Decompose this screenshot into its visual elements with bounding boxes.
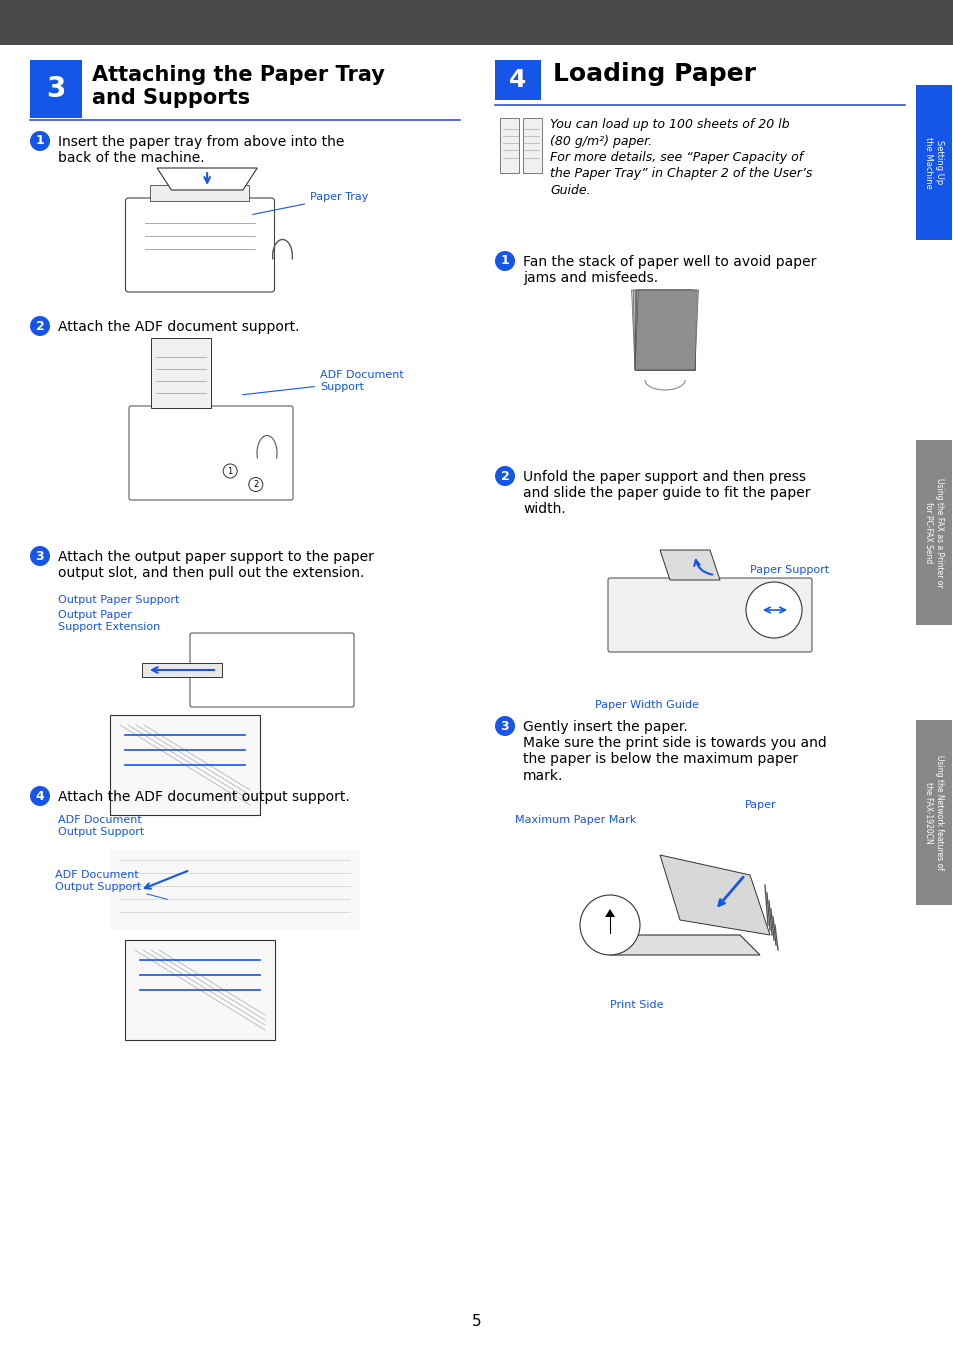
Bar <box>499 118 518 173</box>
Text: 5: 5 <box>472 1313 481 1328</box>
Polygon shape <box>142 663 222 677</box>
Bar <box>110 850 359 929</box>
Text: Paper Width Guide: Paper Width Guide <box>595 700 699 711</box>
Text: 1: 1 <box>35 135 45 147</box>
Polygon shape <box>635 290 698 370</box>
Text: Output Paper Support: Output Paper Support <box>58 594 179 605</box>
Circle shape <box>745 582 801 638</box>
Text: and Supports: and Supports <box>91 88 250 108</box>
Polygon shape <box>659 550 720 580</box>
Text: 1: 1 <box>500 254 509 267</box>
Text: Attaching the Paper Tray: Attaching the Paper Tray <box>91 65 384 85</box>
Text: Insert the paper tray from above into the
back of the machine.: Insert the paper tray from above into th… <box>58 135 344 165</box>
Circle shape <box>495 466 515 486</box>
Polygon shape <box>659 855 769 935</box>
Polygon shape <box>633 290 695 370</box>
Circle shape <box>223 463 237 478</box>
Text: Fan the stack of paper well to avoid paper
jams and misfeeds.: Fan the stack of paper well to avoid pap… <box>522 255 816 285</box>
Text: 2: 2 <box>500 470 509 482</box>
Bar <box>915 85 951 240</box>
Text: 2: 2 <box>253 480 258 489</box>
Text: 3: 3 <box>47 76 66 103</box>
FancyBboxPatch shape <box>129 407 293 500</box>
Text: Paper: Paper <box>744 800 776 811</box>
Text: Attach the ADF document support.: Attach the ADF document support. <box>58 320 299 334</box>
Text: Paper Tray: Paper Tray <box>253 192 368 215</box>
Circle shape <box>30 131 50 151</box>
Polygon shape <box>151 338 211 408</box>
Text: Gently insert the paper.
Make sure the print side is towards you and
the paper i: Gently insert the paper. Make sure the p… <box>522 720 826 782</box>
Circle shape <box>30 546 50 566</box>
Text: Loading Paper: Loading Paper <box>553 62 755 86</box>
Text: 1: 1 <box>228 466 233 476</box>
Text: Output Paper
Support Extension: Output Paper Support Extension <box>58 611 160 632</box>
Text: 4: 4 <box>35 789 45 802</box>
Polygon shape <box>635 290 695 370</box>
Bar <box>110 715 260 815</box>
Text: Using the Network features of
the FAX-1920CN: Using the Network features of the FAX-19… <box>923 755 943 870</box>
Text: ADF Document
Output Support: ADF Document Output Support <box>55 870 167 900</box>
Polygon shape <box>604 909 615 917</box>
Text: 3: 3 <box>500 720 509 732</box>
Circle shape <box>30 786 50 807</box>
Text: Paper Support: Paper Support <box>749 565 828 576</box>
Text: Unfold the paper support and then press
and slide the paper guide to fit the pap: Unfold the paper support and then press … <box>522 470 810 516</box>
Bar <box>30 59 82 118</box>
Polygon shape <box>635 290 696 370</box>
Circle shape <box>249 477 262 492</box>
Polygon shape <box>589 935 760 955</box>
FancyBboxPatch shape <box>126 199 274 292</box>
Bar <box>915 720 951 905</box>
Bar <box>522 118 541 173</box>
Bar <box>151 185 250 201</box>
Bar <box>125 940 274 1040</box>
Text: Using the FAX as a Printer or
for PC-FAX Send: Using the FAX as a Printer or for PC-FAX… <box>923 478 943 588</box>
Text: Setting Up
the Machine: Setting Up the Machine <box>923 136 943 188</box>
Polygon shape <box>157 168 257 190</box>
Bar <box>915 440 951 626</box>
Text: ADF Document
Support: ADF Document Support <box>242 370 403 394</box>
Polygon shape <box>631 290 695 370</box>
Text: 3: 3 <box>35 550 44 562</box>
Text: 4: 4 <box>509 68 526 92</box>
FancyBboxPatch shape <box>607 578 811 653</box>
Circle shape <box>495 716 515 736</box>
Circle shape <box>495 251 515 272</box>
Text: Attach the ADF document output support.: Attach the ADF document output support. <box>58 790 350 804</box>
Text: Attach the output paper support to the paper
output slot, and then pull out the : Attach the output paper support to the p… <box>58 550 374 580</box>
Text: You can load up to 100 sheets of 20 lb
(80 g/m²) paper.
For more details, see “P: You can load up to 100 sheets of 20 lb (… <box>550 118 812 197</box>
Bar <box>495 59 540 100</box>
Text: Maximum Paper Mark: Maximum Paper Mark <box>515 815 636 825</box>
Text: Print Side: Print Side <box>609 1000 662 1011</box>
Circle shape <box>579 894 639 955</box>
Bar <box>0 0 953 45</box>
Text: 2: 2 <box>35 319 45 332</box>
Text: ADF Document
Output Support: ADF Document Output Support <box>58 815 144 836</box>
Circle shape <box>30 316 50 336</box>
FancyBboxPatch shape <box>190 634 354 707</box>
